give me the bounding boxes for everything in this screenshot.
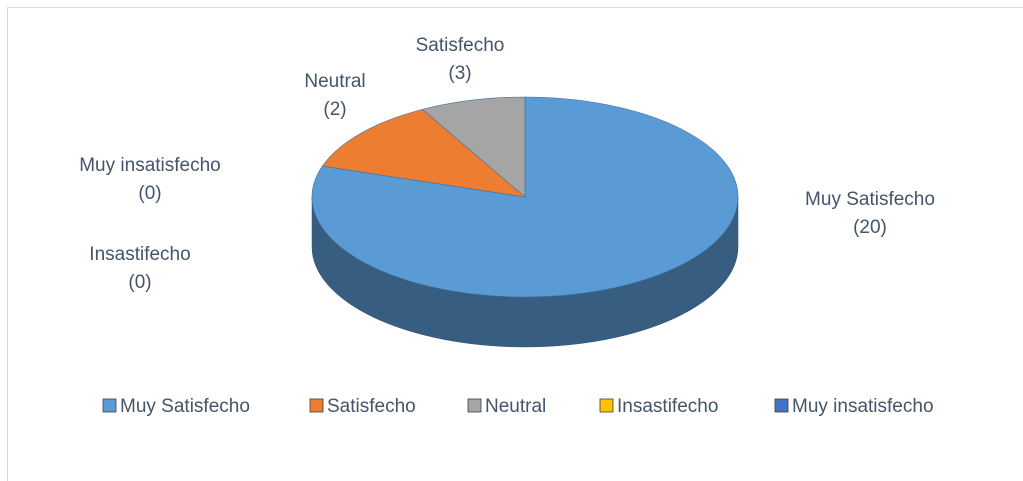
pie-slice (321, 109, 526, 198)
legend-swatch (102, 398, 117, 413)
legend-swatch (309, 398, 324, 413)
legend-swatch (774, 398, 789, 413)
data-label-name: Insastifecho (89, 244, 190, 265)
data-label-value: (0) (138, 183, 161, 204)
data-label-name: Satisfecho (416, 35, 505, 56)
data-label-value: (2) (323, 99, 346, 120)
data-label-name: Neutral (304, 71, 365, 92)
legend-label: Muy insatisfecho (792, 396, 934, 417)
pie-slice (421, 96, 526, 198)
legend-label: Satisfecho (327, 396, 416, 417)
data-label-value: (0) (128, 272, 151, 293)
legend-label: Insastifecho (617, 396, 718, 417)
chart-frame (7, 7, 1023, 481)
data-label-name: Muy insatisfecho (79, 155, 221, 176)
legend-label: Neutral (485, 396, 546, 417)
legend-swatch (467, 398, 482, 413)
legend-swatch (599, 398, 614, 413)
legend-label: Muy Satisfecho (120, 396, 250, 417)
data-label-value: (3) (448, 63, 471, 84)
data-label-value: (20) (853, 217, 887, 238)
data-label-name: Muy Satisfecho (805, 189, 935, 210)
